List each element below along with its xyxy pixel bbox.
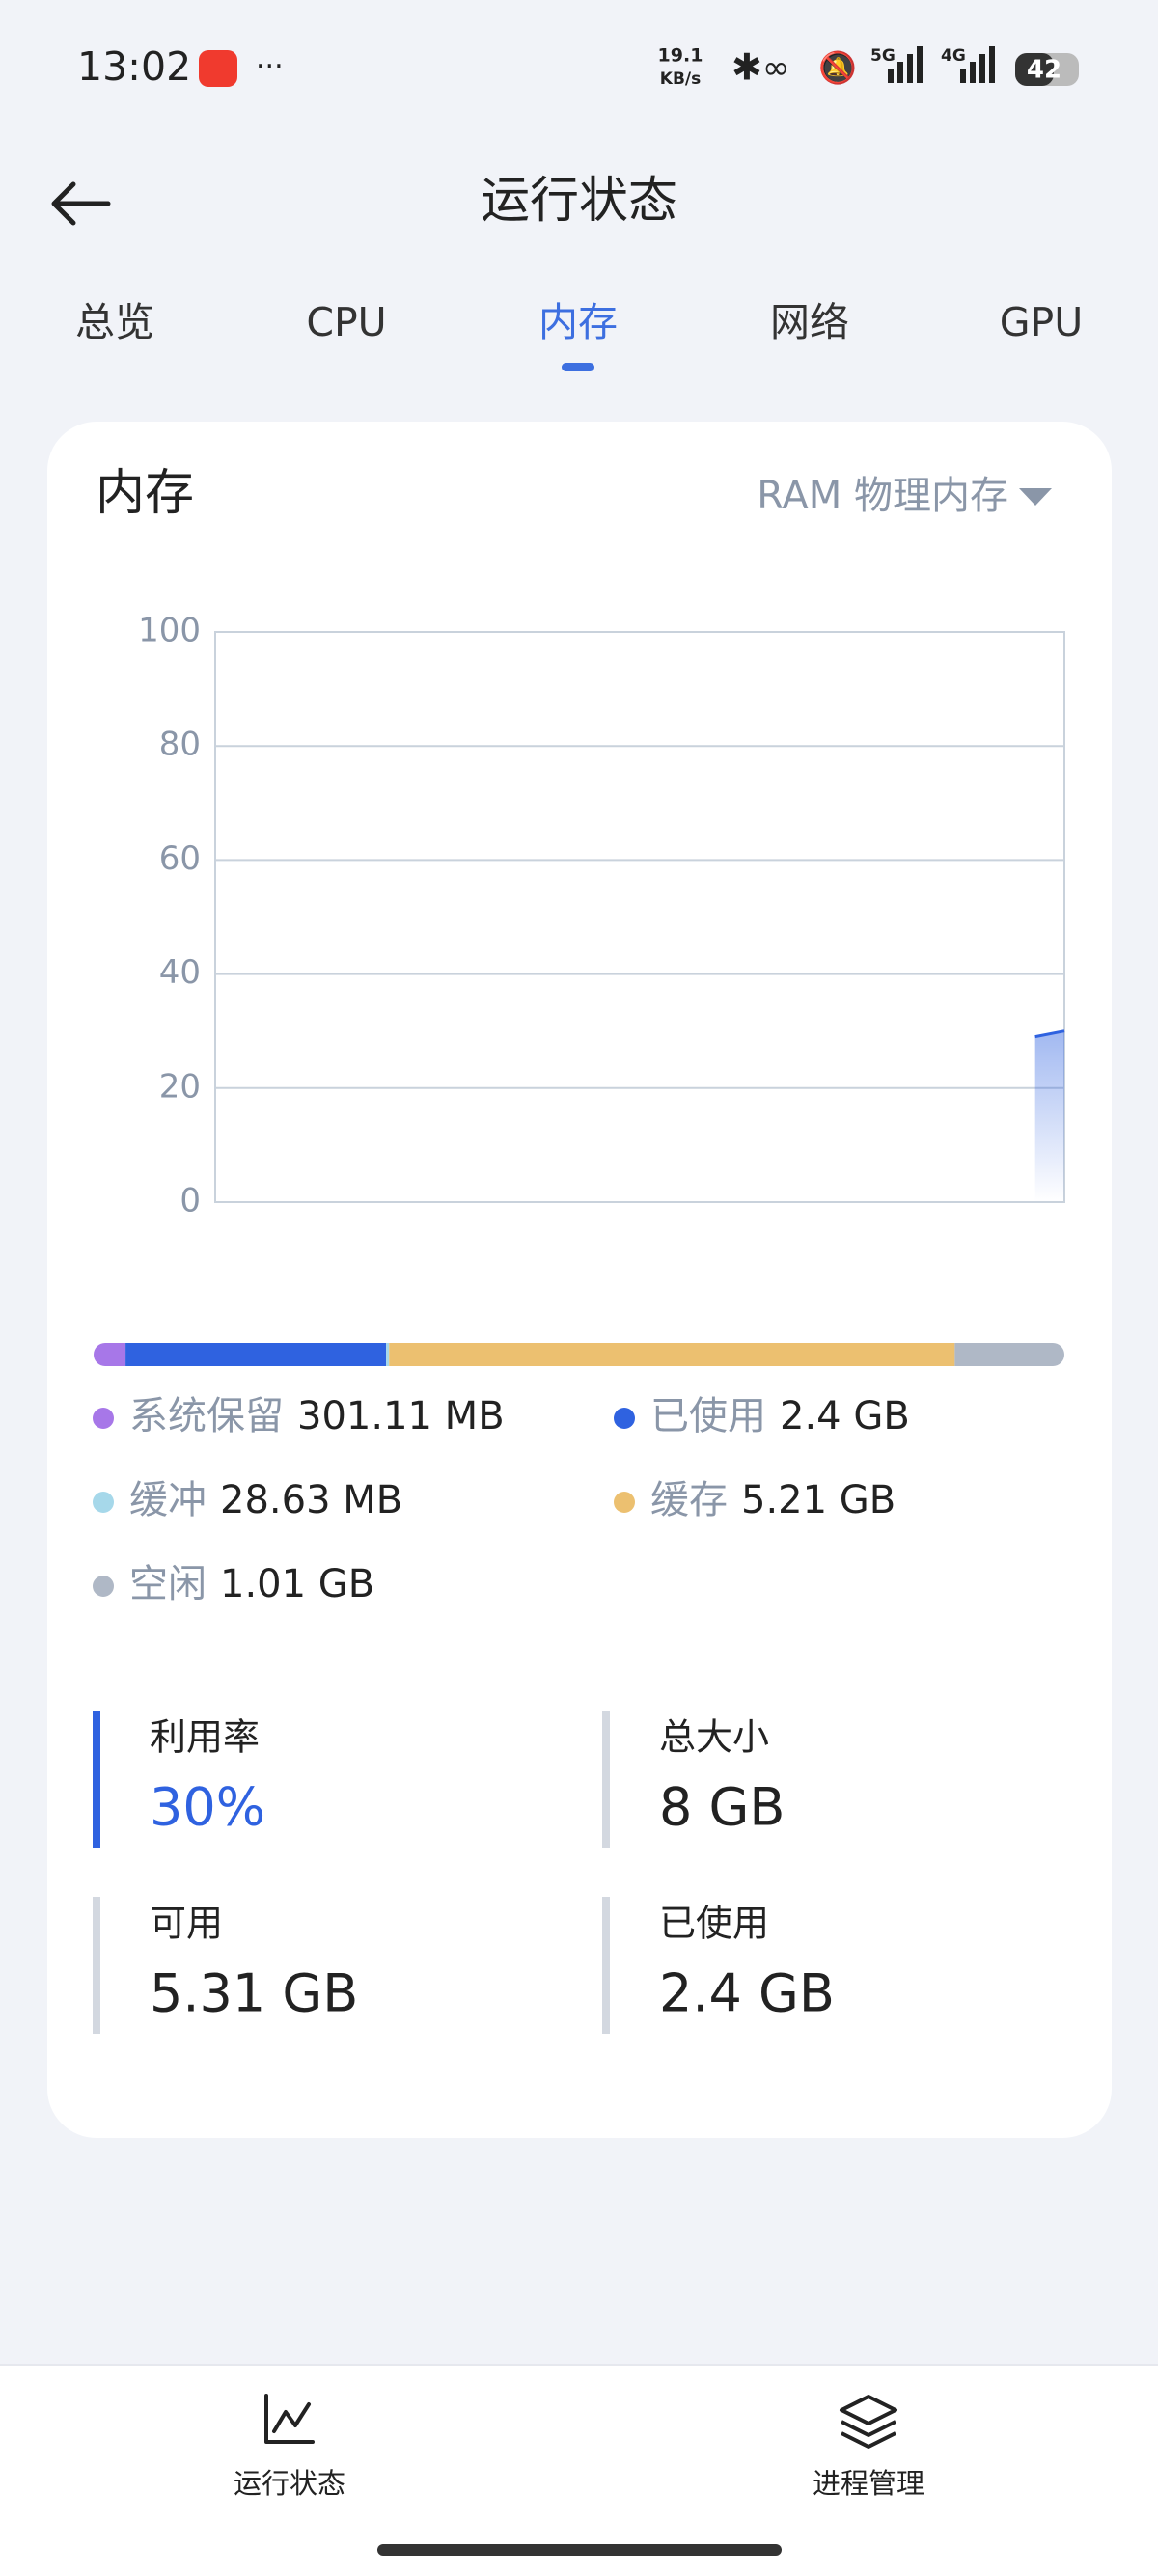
area-fill — [1034, 1030, 1064, 1202]
page-title: 运行状态 — [481, 173, 677, 230]
memory-segment — [386, 1343, 390, 1366]
card — [47, 422, 1112, 2138]
battery-level — [1015, 53, 1054, 86]
legend-item: 空闲 1.01 GB — [129, 1562, 374, 1606]
app-icon — [199, 50, 237, 87]
mute-icon: 🔕 — [818, 49, 857, 86]
y-tick-label: 40 — [159, 953, 201, 992]
tab-indicator — [562, 363, 594, 371]
net-speed: 19.1 — [658, 45, 703, 67]
more-dots: ··· — [256, 50, 284, 84]
tab[interactable]: 网络 — [770, 299, 849, 345]
tab[interactable]: 内存 — [538, 299, 618, 345]
nav-label[interactable]: 运行状态 — [234, 2467, 345, 2500]
tab[interactable]: GPU — [1000, 299, 1084, 345]
legend-value: 1.01 GB — [220, 1562, 374, 1606]
legend-name: 系统保留 — [129, 1394, 284, 1439]
y-tick-label: 20 — [159, 1067, 201, 1106]
card-title: 内存 — [96, 465, 194, 522]
time: 13:02 — [77, 43, 191, 90]
tab[interactable]: 总览 — [75, 299, 154, 345]
bluetooth: ✱ — [731, 46, 762, 89]
stat-label: 可用 — [150, 1903, 223, 1945]
stat-value: 30% — [150, 1777, 265, 1838]
net-unit: KB/s — [660, 69, 701, 89]
dropdown-arrow[interactable] — [1019, 488, 1052, 506]
stat-bar — [602, 1711, 610, 1848]
legend-dot — [93, 1576, 114, 1597]
legend-value: 2.4 GB — [780, 1394, 910, 1439]
stat-label: 总大小 — [659, 1716, 769, 1759]
legend-dot — [93, 1408, 114, 1429]
battery-text: 42 — [1027, 56, 1062, 85]
tab[interactable]: CPU — [306, 299, 386, 345]
legend-value: 28.63 MB — [220, 1478, 402, 1522]
bottom-nav — [0, 2365, 1158, 2576]
legend-item: 系统保留 301.11 MB — [129, 1394, 505, 1439]
stat-value: 2.4 GB — [659, 1963, 835, 2024]
memory-segment — [954, 1343, 1064, 1366]
y-tick-label: 100 — [138, 612, 201, 650]
memory-segment — [389, 1343, 955, 1366]
area-line — [1034, 1029, 1065, 1039]
memory-segment — [94, 1343, 126, 1366]
nav-icon-chart[interactable] — [264, 2394, 315, 2444]
y-tick-label: 80 — [159, 726, 201, 764]
stat-bar — [93, 1897, 100, 2034]
stat-bar — [93, 1711, 100, 1848]
memory-segment — [125, 1343, 387, 1366]
ram-selector[interactable]: RAM 物理内存 — [757, 474, 1008, 518]
legend-item: 已使用 2.4 GB — [650, 1394, 910, 1439]
nav-icon-layers[interactable] — [840, 2395, 897, 2449]
y-tick-label: 60 — [159, 839, 201, 878]
stat-value: 5.31 GB — [150, 1963, 358, 2024]
legend-value: 5.21 GB — [741, 1478, 896, 1522]
nav-label[interactable]: 进程管理 — [813, 2467, 924, 2500]
legend-dot — [614, 1492, 635, 1513]
home-indicator — [377, 2544, 782, 2556]
link-icon: ∞ — [762, 49, 789, 88]
back-button[interactable] — [51, 181, 111, 226]
legend-name: 缓存 — [650, 1478, 728, 1522]
stat-label: 已使用 — [659, 1903, 769, 1945]
legend-dot — [93, 1492, 114, 1513]
stat-bar — [602, 1897, 610, 2034]
legend-item: 缓冲 28.63 MB — [129, 1478, 402, 1522]
legend-name: 空闲 — [129, 1562, 207, 1606]
legend-name: 缓冲 — [129, 1478, 207, 1522]
signal-bars — [888, 46, 995, 83]
legend-value: 301.11 MB — [297, 1394, 505, 1439]
signal-label: 4G — [941, 46, 966, 66]
legend-dot — [614, 1408, 635, 1429]
stat-label: 利用率 — [150, 1716, 260, 1759]
stat-value: 8 GB — [659, 1777, 785, 1838]
legend-name: 已使用 — [650, 1394, 766, 1439]
legend-item: 缓存 5.21 GB — [650, 1478, 896, 1522]
signal-label: 5G — [870, 46, 896, 66]
y-tick-label: 0 — [179, 1182, 201, 1220]
